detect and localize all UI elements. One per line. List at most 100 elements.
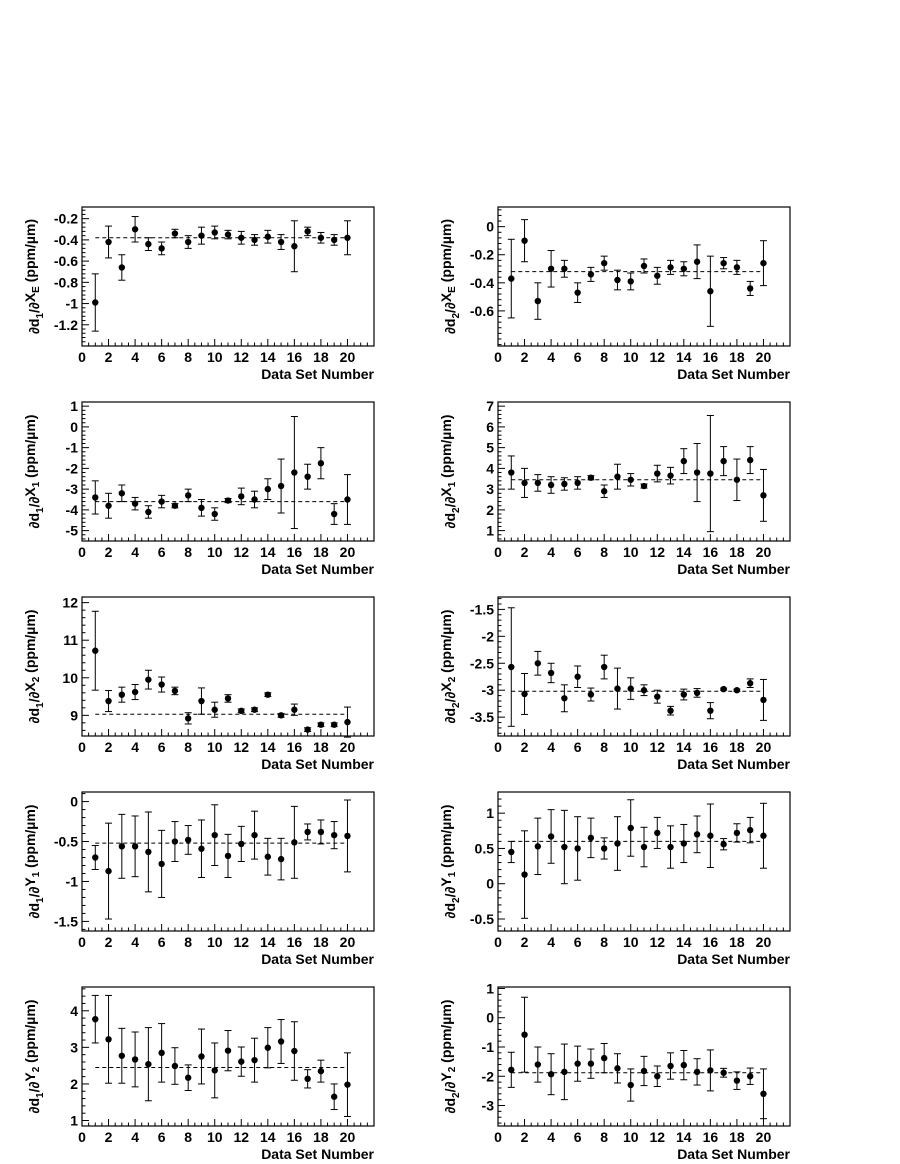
data-point	[746, 680, 754, 687]
x-tick-label: 16	[287, 1129, 303, 1145]
x-tick-label: 12	[233, 349, 249, 365]
data-point	[251, 706, 258, 713]
y-label-symbol: X	[22, 487, 38, 497]
data-point	[654, 693, 661, 700]
x-tick-label: 8	[184, 739, 192, 755]
data-point	[344, 1081, 351, 1088]
y-label-symbol: Y	[438, 1072, 454, 1082]
y-label-derivative-symbol: /∂	[442, 692, 458, 703]
x-tick-label: 0	[78, 739, 86, 755]
data-point	[654, 829, 661, 837]
y-tick-label: -2	[482, 1068, 495, 1084]
data-point	[746, 1073, 754, 1080]
data-point	[587, 1060, 595, 1067]
y-label-subscript: 2	[451, 1092, 462, 1098]
data-point	[184, 836, 192, 844]
data-point	[733, 687, 741, 694]
data-point	[211, 1067, 218, 1074]
x-tick-label: 16	[703, 934, 719, 950]
x-tick-label: 4	[547, 544, 555, 560]
y-tick-label: 0	[486, 1010, 494, 1026]
y-label-unit: (ppm/µm)	[438, 610, 454, 677]
data-point	[720, 1069, 727, 1076]
data-point	[534, 479, 542, 487]
y-label-symbol: Y	[22, 1072, 38, 1082]
y-label-symbol: X	[438, 487, 454, 497]
x-tick-label: 20	[756, 1129, 772, 1145]
y-label-subscript: 1	[35, 507, 46, 513]
y-label-derivative-symbol: ∂	[26, 911, 42, 918]
data-point	[198, 845, 205, 852]
data-point	[680, 265, 688, 272]
data-point	[508, 1066, 515, 1074]
y-label-unit: (ppm/µm)	[22, 1000, 38, 1067]
data-point	[171, 1062, 179, 1070]
data-point	[707, 832, 714, 839]
data-point	[264, 233, 272, 240]
data-point	[680, 840, 688, 847]
data-point	[330, 831, 338, 839]
data-point	[291, 243, 298, 250]
data-point	[238, 234, 245, 241]
data-point	[614, 1065, 621, 1072]
x-tick-label: 6	[158, 544, 166, 560]
data-point	[118, 1052, 126, 1059]
y-label-subscript: 1	[35, 897, 46, 903]
x-tick-label: 8	[184, 934, 192, 950]
data-point	[614, 840, 621, 847]
x-tick-label: 8	[600, 349, 608, 365]
y-tick-label: 9	[70, 707, 78, 723]
data-point	[654, 1073, 661, 1080]
x-tick-label: 2	[105, 544, 113, 560]
data-point	[118, 691, 126, 698]
data-point	[171, 838, 179, 845]
y-axis-label: ∂d1/∂X2 (ppm/µm)	[22, 610, 46, 724]
y-tick-label: -0.6	[470, 303, 494, 319]
data-point	[251, 831, 258, 839]
x-tick-label: 12	[649, 934, 665, 950]
data-point	[277, 855, 285, 863]
y-label-subscript: 1	[35, 1092, 46, 1098]
data-point	[561, 695, 568, 702]
y-label-derivative-symbol: /∂	[442, 497, 458, 508]
data-point	[667, 264, 674, 271]
y-label-derivative-symbol: ∂	[442, 1106, 458, 1113]
data-point	[627, 476, 634, 483]
y-label-subscript: E	[447, 286, 458, 293]
data-point	[277, 238, 285, 246]
y-label-derivative-symbol: ∂	[442, 716, 458, 723]
y-label-unit: (ppm/µm)	[22, 415, 38, 482]
y-label-symbol: X	[22, 292, 38, 302]
x-tick-label: 0	[78, 1129, 86, 1145]
x-tick-label: 20	[340, 934, 356, 950]
data-point	[317, 234, 325, 241]
data-point	[693, 831, 701, 838]
data-point	[707, 707, 714, 714]
data-point	[131, 500, 139, 507]
data-point	[760, 1090, 767, 1098]
x-tick-label: 8	[184, 1129, 192, 1145]
data-point	[131, 843, 139, 850]
data-point	[547, 481, 555, 489]
data-point	[158, 245, 165, 252]
x-axis-label: Data Set Number	[261, 756, 374, 772]
data-point	[534, 660, 542, 667]
plot-frame	[497, 401, 791, 542]
x-tick-label: 0	[494, 934, 502, 950]
x-tick-label: 16	[703, 739, 719, 755]
data-point	[304, 828, 311, 836]
y-tick-label: 5	[486, 440, 494, 456]
data-point	[587, 834, 595, 842]
plot-frame	[497, 206, 791, 347]
x-tick-label: 20	[340, 1129, 356, 1145]
data-point	[640, 687, 648, 694]
data-point	[534, 843, 542, 850]
data-point	[574, 1060, 581, 1067]
x-tick-label: 4	[131, 349, 139, 365]
x-tick-label: 10	[207, 1129, 223, 1145]
x-tick-label: 8	[600, 544, 608, 560]
x-tick-label: 4	[547, 934, 555, 950]
data-point	[614, 276, 621, 284]
